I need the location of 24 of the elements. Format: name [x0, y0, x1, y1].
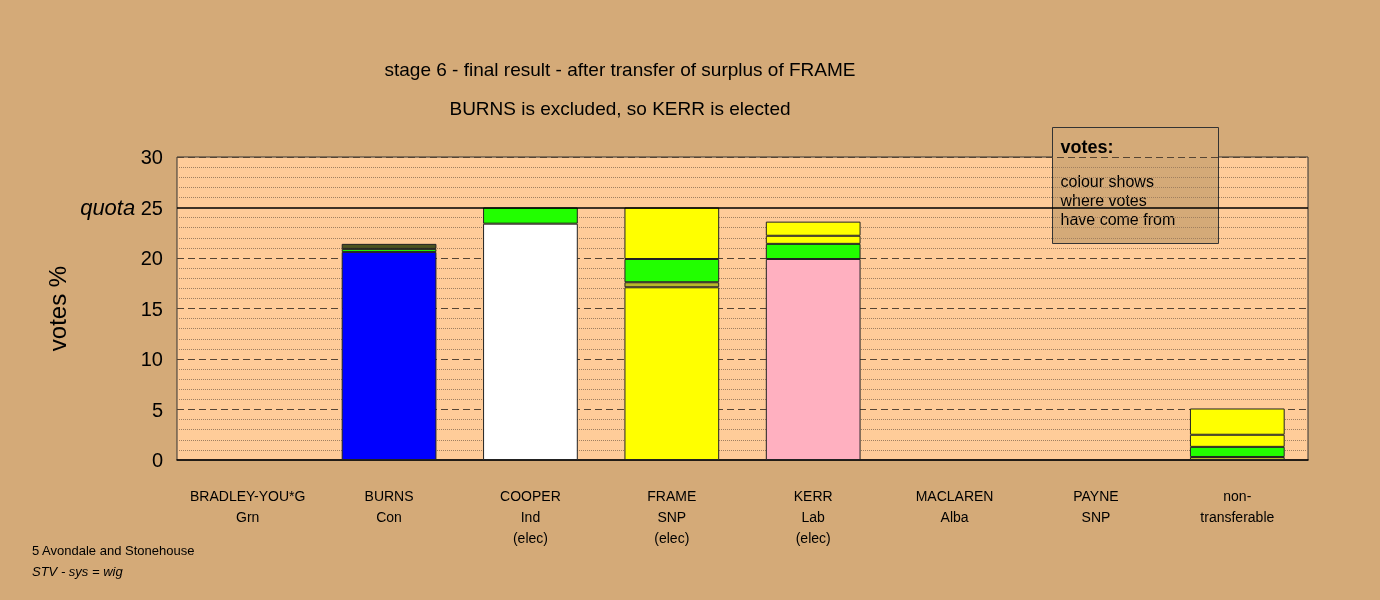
y-tick-label: 10	[140, 348, 163, 370]
x-tick-label: KERR Lab (elec)	[793, 487, 833, 546]
x-tick-label: PAYNE SNP	[1073, 487, 1119, 525]
ref-line-label: quota	[80, 195, 136, 220]
text: votes:	[1060, 136, 1114, 157]
y-tick-label: 15	[140, 297, 163, 320]
y-tick-label: 0	[151, 449, 163, 471]
y-tick-label: 5	[151, 398, 163, 421]
chart-title: stage 6 - final result - after transfer of surplus of FRAME	[384, 59, 856, 80]
bar	[341, 243, 437, 249]
y-tick-label: 25	[135, 196, 163, 219]
x-tick-label: BRADLEY-YOU*G Grn	[189, 487, 306, 525]
x-tick-label: BURNS Con	[364, 487, 414, 525]
y-axis-title: votes %	[43, 265, 71, 352]
x-tick-label: non- transferable	[1200, 487, 1275, 525]
y-tick-label: 20	[140, 247, 163, 269]
bar	[341, 251, 437, 460]
text: 5 Avondale and Stonehouse	[32, 543, 195, 558]
x-tick-label: MACLAREN Alba	[915, 487, 994, 525]
x-tick-label: FRAME SNP (elec)	[647, 487, 697, 546]
text: STV - sys = wig	[32, 564, 124, 579]
x-tick-label: COOPER Ind (elec)	[500, 487, 561, 546]
chart-subtitle: BURNS is excluded, so KERR is elected	[449, 98, 791, 119]
y-tick-label: 30	[140, 146, 163, 168]
